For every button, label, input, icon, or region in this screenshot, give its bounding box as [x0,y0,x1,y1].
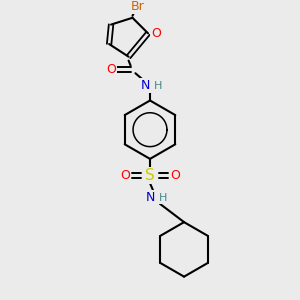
Text: H: H [154,81,162,91]
Text: Br: Br [130,0,144,13]
Text: N: N [145,191,155,204]
Text: O: O [170,169,180,182]
Text: O: O [151,27,161,40]
Text: S: S [145,168,155,183]
Text: H: H [158,193,167,203]
Text: N: N [140,80,150,92]
Text: O: O [120,169,130,182]
Text: O: O [106,63,116,76]
